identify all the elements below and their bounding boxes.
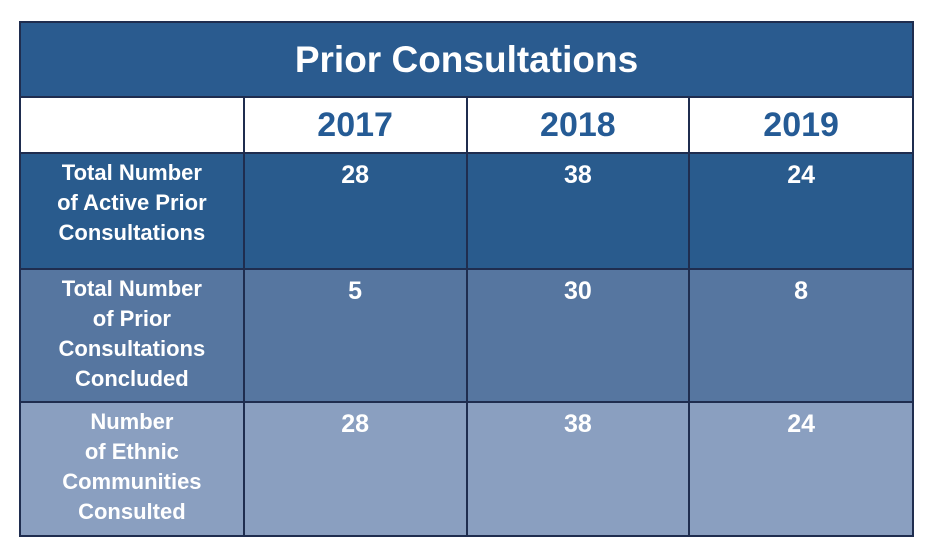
- value-active-2018: 38: [465, 152, 691, 270]
- table-row-active-consultations: Total Number of Active Prior Consultatio…: [21, 152, 912, 270]
- value-ethnic-2017: 28: [242, 401, 468, 535]
- row-label-concluded-consultations: Total Number of Prior Consultations Conc…: [21, 268, 245, 403]
- value-concluded-2019: 8: [688, 268, 912, 403]
- row-label-line: Number: [90, 409, 174, 434]
- row-label-line: Concluded: [75, 366, 189, 391]
- row-label-line: Communities: [62, 469, 202, 494]
- title-row: Prior Consultations: [21, 23, 912, 98]
- row-label-line: Total Number: [61, 160, 202, 185]
- row-label-line: of Ethnic: [84, 439, 179, 464]
- value-concluded-2018: 30: [465, 268, 691, 403]
- consultations-grid: Prior Consultations 2017 2018 2019 Total…: [21, 23, 912, 535]
- value-active-2017: 28: [242, 152, 468, 270]
- prior-consultations-table: Prior Consultations 2017 2018 2019 Total…: [19, 21, 914, 537]
- table-row-ethnic-communities: Number of Ethnic Communities Consulted 2…: [21, 401, 912, 535]
- year-header-row: 2017 2018 2019: [21, 96, 912, 154]
- row-label-ethnic-communities: Number of Ethnic Communities Consulted: [21, 401, 245, 535]
- value-concluded-2017: 5: [242, 268, 468, 403]
- year-header-2018: 2018: [465, 96, 691, 154]
- row-label-line: Consulted: [78, 499, 186, 524]
- row-label-line: of Prior: [92, 306, 171, 331]
- table-title: Prior Consultations: [21, 23, 912, 98]
- table-row-concluded-consultations: Total Number of Prior Consultations Conc…: [21, 268, 912, 403]
- row-label-active-consultations: Total Number of Active Prior Consultatio…: [21, 152, 245, 270]
- row-label-line: Total Number: [61, 276, 202, 301]
- value-ethnic-2018: 38: [465, 401, 691, 535]
- row-label-line: Consultations: [58, 336, 206, 361]
- year-header-2017: 2017: [242, 96, 468, 154]
- row-label-line: Consultations: [58, 220, 206, 245]
- value-active-2019: 24: [688, 152, 912, 270]
- row-label-line: of Active Prior: [57, 190, 207, 215]
- year-header-2019: 2019: [688, 96, 912, 154]
- value-ethnic-2019: 24: [688, 401, 912, 535]
- empty-corner-cell: [21, 96, 245, 154]
